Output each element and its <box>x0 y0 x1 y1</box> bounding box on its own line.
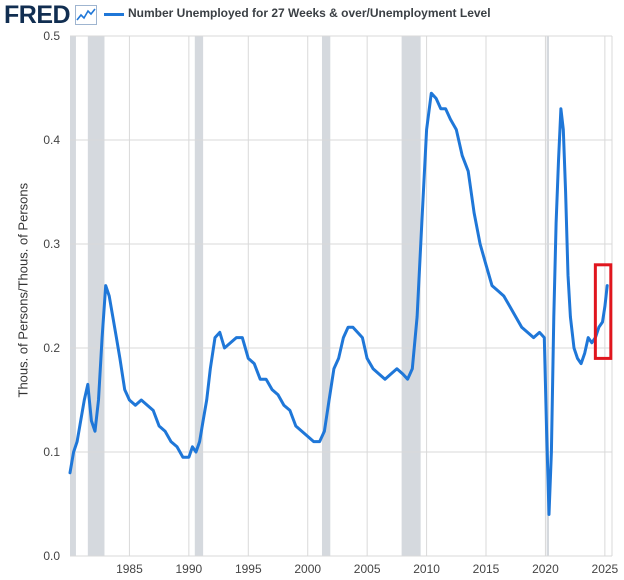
y-tick-label: 0.4 <box>43 133 60 147</box>
series-line <box>68 91 609 516</box>
chart-header: FRED Number Unemployed for 27 Weeks & ov… <box>0 0 624 30</box>
y-tick-label: 0.1 <box>43 445 60 459</box>
x-tick-label: 2025 <box>592 562 619 576</box>
x-tick-label: 1985 <box>116 562 143 576</box>
recession-band <box>70 36 76 556</box>
highlight-box <box>593 263 613 360</box>
highlight-layer <box>593 263 613 360</box>
axis-labels: 0.0 0.1 0.2 0.3 0.4 0.5 1985 1990 1995 2000 2005 20… <box>43 29 618 576</box>
y-tick-label: 0.2 <box>43 341 60 355</box>
y-tick-label: 0.0 <box>43 549 60 563</box>
series-layer <box>68 91 609 516</box>
recession-band <box>194 36 204 556</box>
x-tick-label: 2000 <box>294 562 321 576</box>
x-tick-label: 2020 <box>532 562 559 576</box>
recession-band <box>546 36 550 556</box>
trend-line-icon <box>75 5 97 25</box>
fred-logo[interactable]: FRED <box>4 1 71 29</box>
recession-band <box>401 36 421 556</box>
x-tick-label: 2015 <box>473 562 500 576</box>
recession-bands <box>70 36 550 556</box>
legend-label: Number Unemployed for 27 Weeks & over/Un… <box>128 6 491 20</box>
recession-band <box>87 36 105 556</box>
legend-swatch <box>104 13 124 16</box>
x-tick-label: 2005 <box>354 562 381 576</box>
x-tick-label: 2010 <box>413 562 440 576</box>
grid-lines <box>70 35 613 557</box>
recession-band <box>321 36 331 556</box>
y-tick-label: 0.3 <box>43 237 60 251</box>
y-tick-label: 0.5 <box>43 29 60 43</box>
x-tick-label: 1990 <box>176 562 203 576</box>
x-tick-label: 1995 <box>235 562 262 576</box>
